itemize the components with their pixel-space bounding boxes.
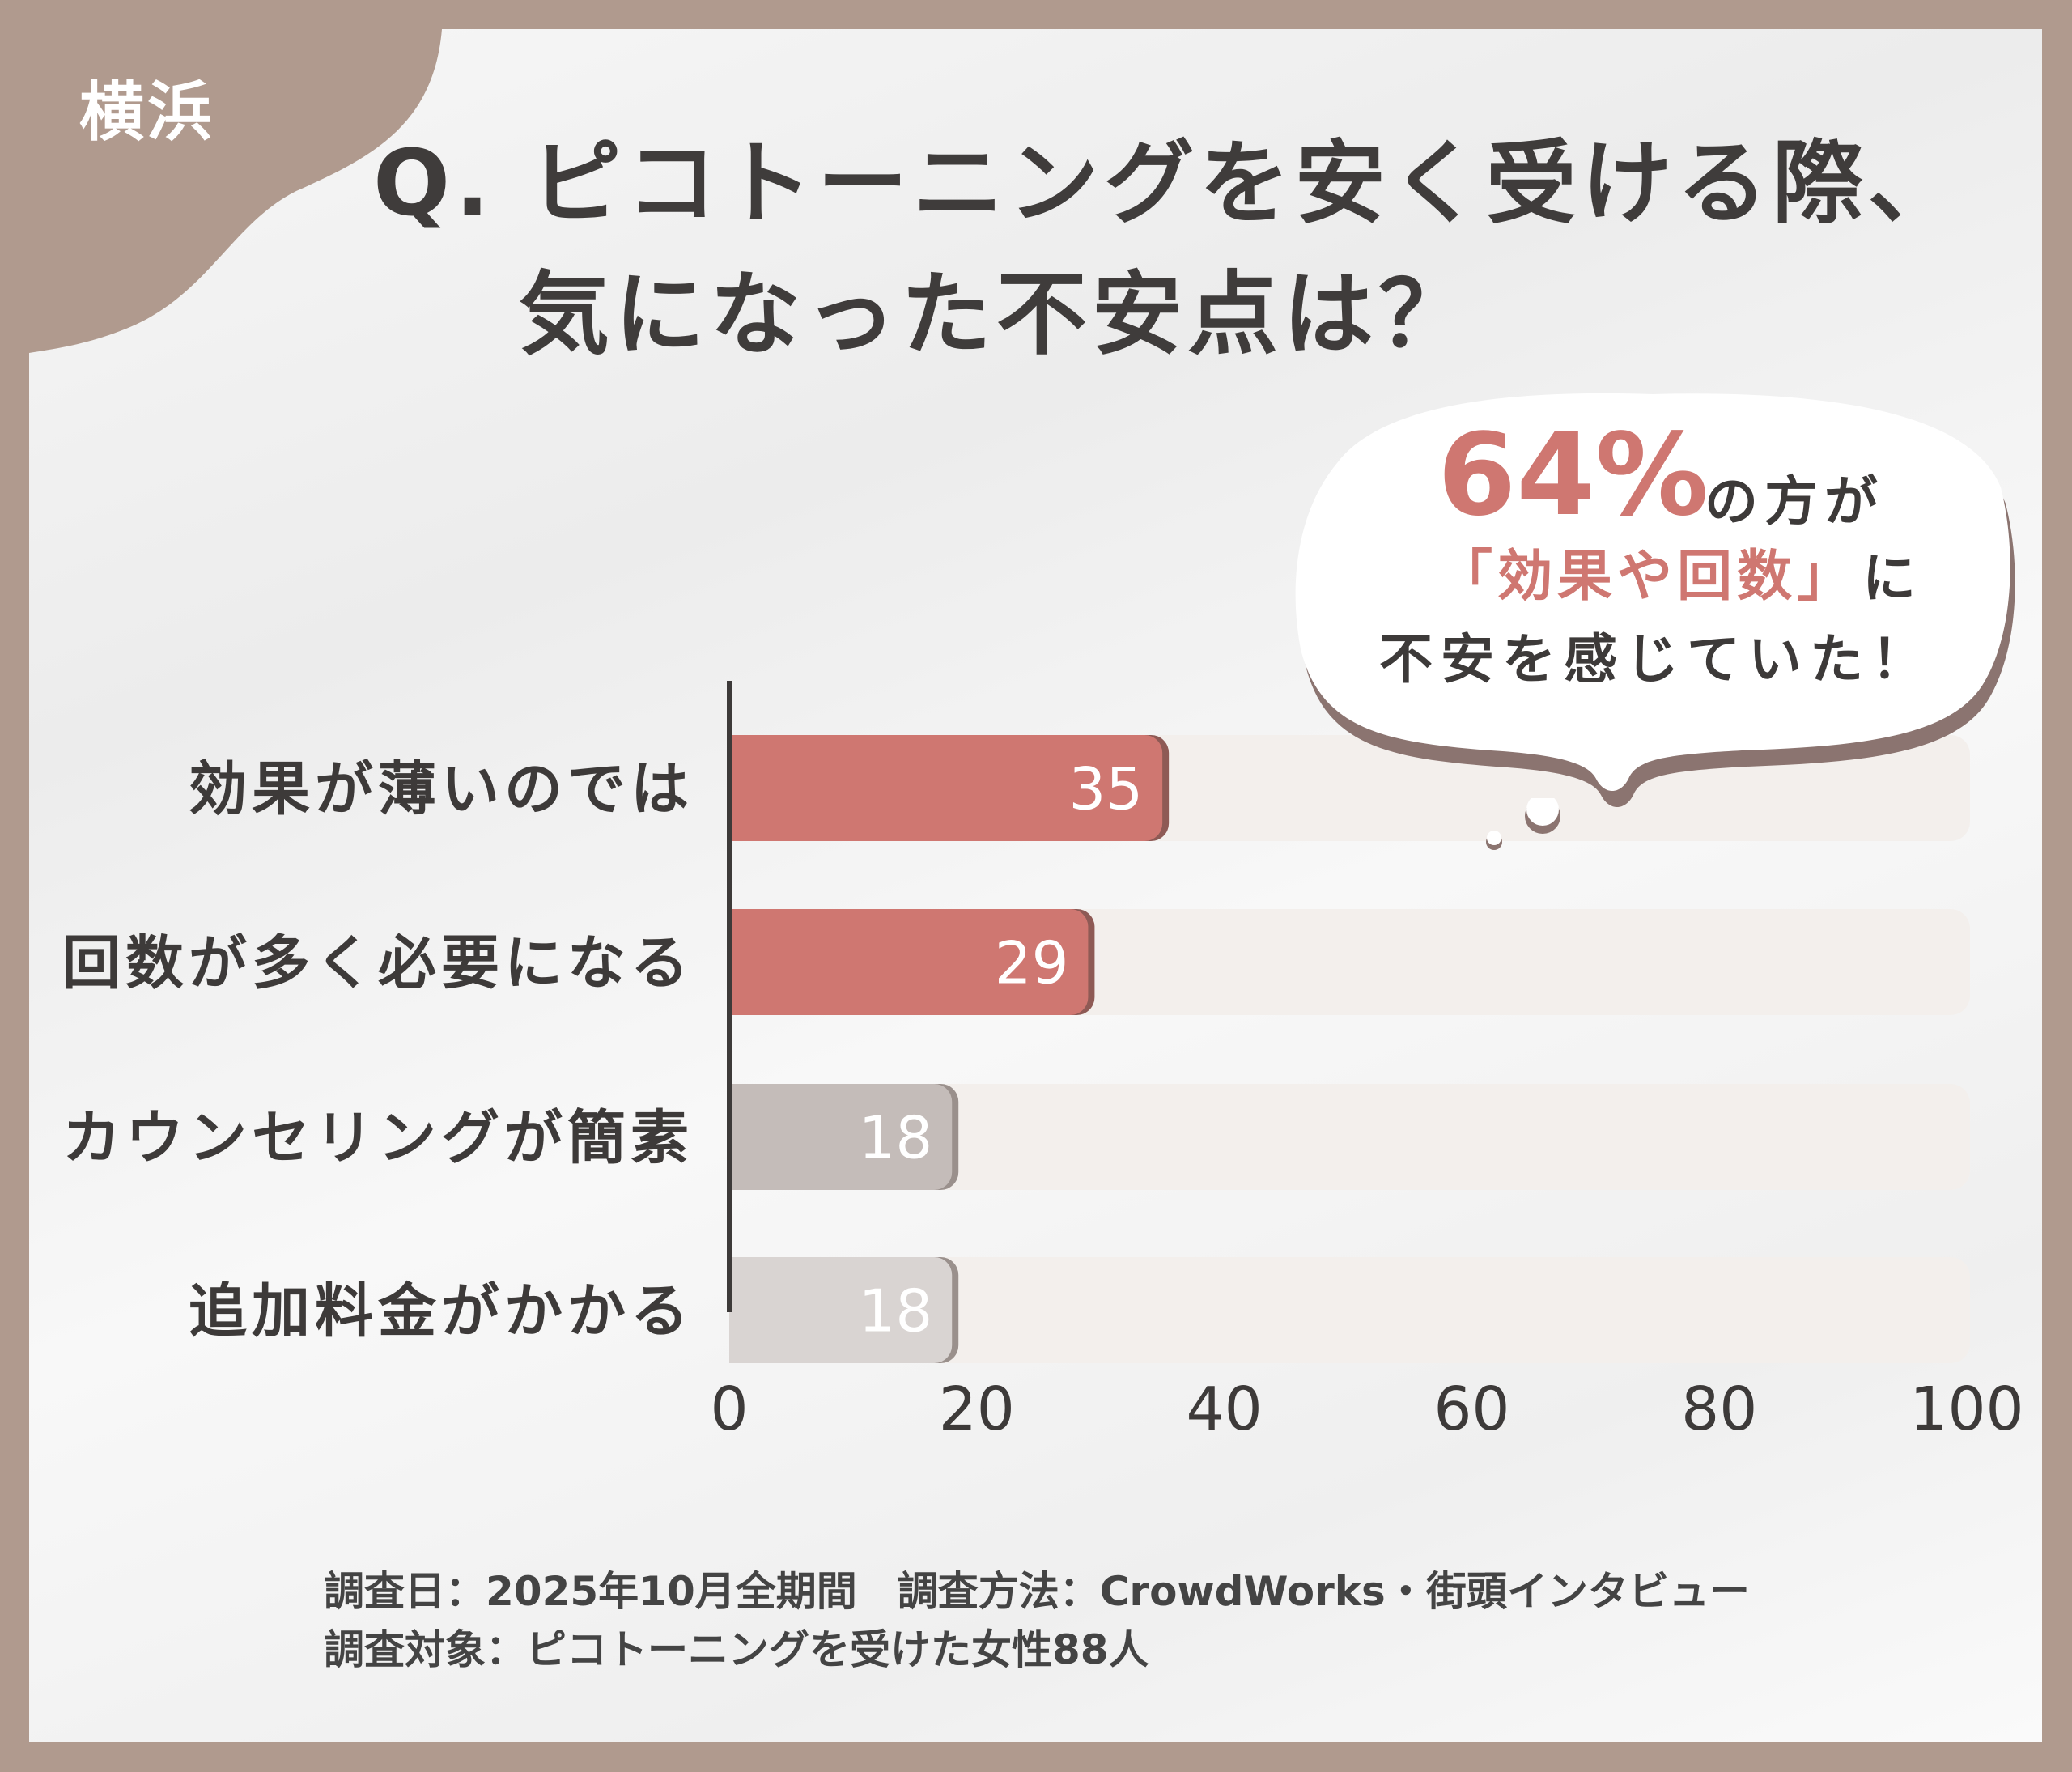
callout-line2: に <box>1862 547 1916 610</box>
x-tick-label: 60 <box>1433 1375 1509 1444</box>
city-badge: 横浜 <box>79 74 215 150</box>
bar <box>729 1084 953 1190</box>
x-tick-label: 100 <box>1909 1375 2023 1444</box>
category-label: 回数が多く必要になる <box>62 929 694 997</box>
x-tick-label: 40 <box>1187 1375 1263 1444</box>
category-label: 追加料金がかかる <box>189 1277 694 1345</box>
category-label: 効果が薄いのでは <box>189 755 694 823</box>
bar-track <box>729 1084 1970 1190</box>
category-label: カウンセリングが簡素 <box>62 1104 694 1172</box>
bar-track <box>729 1257 1970 1363</box>
x-tick-label: 80 <box>1681 1375 1757 1444</box>
speech-bubble <box>1295 393 2015 807</box>
x-tick-label: 0 <box>710 1375 748 1444</box>
bar-base <box>729 909 754 1015</box>
infographic-card: 横浜 Q. ピコトーニングを安く受ける際、 気になった不安点は？ 35 効果が薄い… <box>29 29 2042 1742</box>
bar-value-label: 35 <box>1069 755 1144 823</box>
callout-highlight: 「効果や回数」 <box>1437 545 1858 609</box>
bar-value-label: 18 <box>859 1277 933 1345</box>
bar-value-label: 18 <box>859 1104 933 1172</box>
callout-line3: 不安を感じていた！ <box>1379 628 1933 691</box>
corner-blob <box>29 29 442 353</box>
bar <box>729 735 1163 841</box>
callout-line1: の方が <box>1705 470 1884 533</box>
bar-chart: 35 効果が薄いのでは 29 回数が多く必要になる 18 カウンセリングが簡素 18 追加料金… <box>62 681 2024 1444</box>
bar-base <box>729 1257 754 1363</box>
x-tick-label: 20 <box>939 1375 1015 1444</box>
callout-percent: 64% <box>1437 410 1709 542</box>
footer-survey-target: 調査対象：ピコトーニングを受けた女性88人 <box>324 1626 1149 1673</box>
bubble-dots <box>1486 798 1560 850</box>
title-line-1: Q. ピコトーニングを安く受ける際、 <box>373 131 1964 236</box>
title-line-2: 気になった不安点は？ <box>519 262 1474 368</box>
bar-value-label: 29 <box>995 929 1069 997</box>
bar <box>729 909 1089 1015</box>
footer-survey-info: 調査日：2025年10月全期間 調査方法：CrowdWorks・街頭インタビュー <box>324 1568 1750 1615</box>
bar-base <box>729 1084 754 1190</box>
bar <box>729 1257 953 1363</box>
bar-base <box>729 735 754 841</box>
